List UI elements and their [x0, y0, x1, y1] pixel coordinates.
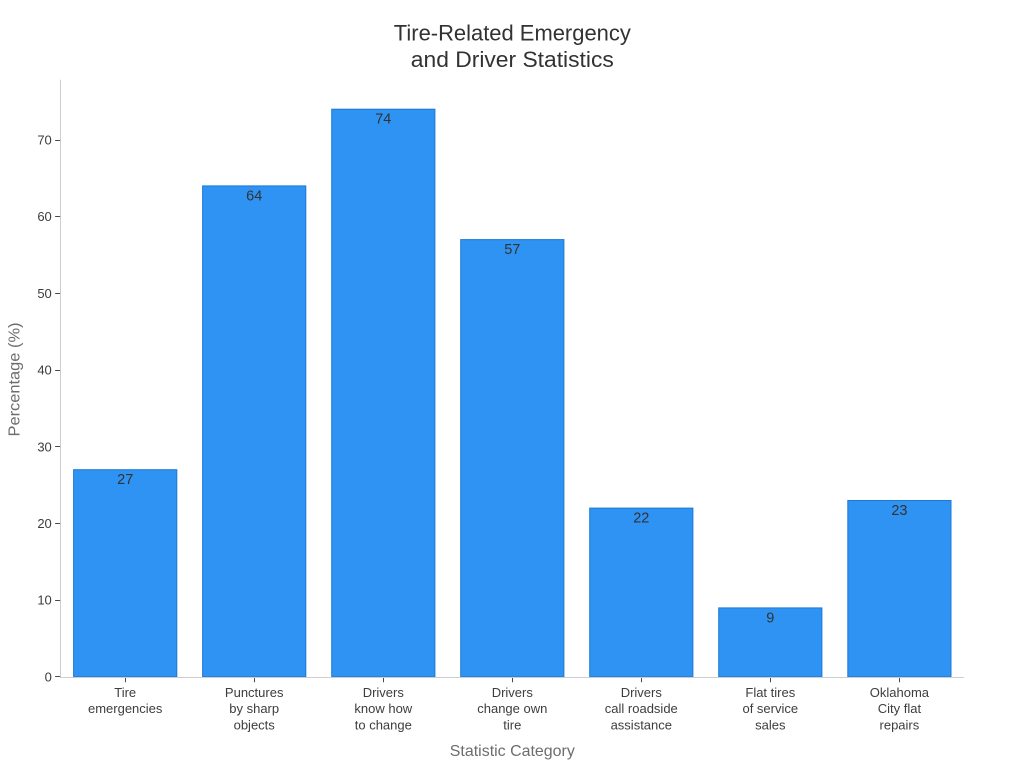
svg-text:Drivers: Drivers — [621, 685, 663, 700]
svg-text:Punctures: Punctures — [225, 685, 284, 700]
svg-text:emergencies: emergencies — [88, 701, 163, 716]
svg-text:64: 64 — [246, 188, 262, 204]
svg-text:Drivers: Drivers — [492, 685, 534, 700]
svg-text:50: 50 — [37, 286, 51, 301]
svg-text:of service: of service — [742, 701, 798, 716]
svg-text:Oklahoma: Oklahoma — [870, 685, 930, 700]
svg-text:57: 57 — [504, 242, 520, 258]
svg-text:Statistic Category: Statistic Category — [450, 743, 575, 760]
svg-text:0: 0 — [45, 669, 52, 684]
svg-text:call roadside: call roadside — [605, 701, 678, 716]
svg-text:Tire-Related Emergency: Tire-Related Emergency — [394, 20, 631, 45]
svg-text:sales: sales — [755, 717, 786, 732]
svg-text:9: 9 — [766, 610, 774, 626]
svg-text:change own: change own — [477, 701, 547, 716]
svg-text:40: 40 — [37, 363, 51, 378]
svg-text:to change: to change — [355, 717, 412, 732]
svg-text:repairs: repairs — [880, 717, 920, 732]
svg-text:Percentage (%): Percentage (%) — [6, 323, 23, 437]
svg-text:tire: tire — [503, 717, 521, 732]
svg-text:30: 30 — [37, 439, 51, 454]
svg-text:20: 20 — [37, 516, 51, 531]
svg-text:74: 74 — [375, 112, 391, 128]
svg-text:objects: objects — [234, 717, 276, 732]
svg-text:22: 22 — [633, 511, 649, 527]
svg-text:by sharp: by sharp — [229, 701, 279, 716]
svg-text:City flat: City flat — [878, 701, 922, 716]
svg-text:Drivers: Drivers — [363, 685, 405, 700]
svg-text:assistance: assistance — [611, 717, 672, 732]
svg-text:know how: know how — [354, 701, 412, 716]
svg-text:60: 60 — [37, 209, 51, 224]
svg-text:Tire: Tire — [114, 685, 136, 700]
svg-text:Flat tires: Flat tires — [745, 685, 795, 700]
svg-text:and Driver Statistics: and Driver Statistics — [411, 47, 614, 72]
svg-text:27: 27 — [117, 472, 133, 488]
svg-text:10: 10 — [37, 593, 51, 608]
svg-text:70: 70 — [37, 133, 51, 148]
svg-text:23: 23 — [891, 503, 907, 519]
